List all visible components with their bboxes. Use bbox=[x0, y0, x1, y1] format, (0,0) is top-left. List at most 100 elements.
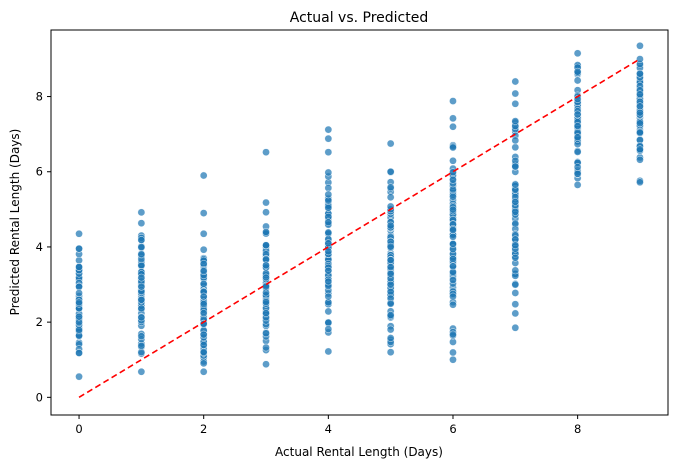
data-point bbox=[324, 307, 333, 316]
data-point bbox=[636, 69, 644, 78]
data-point bbox=[75, 244, 83, 253]
data-point bbox=[324, 228, 333, 237]
data-point bbox=[262, 298, 270, 306]
data-point bbox=[137, 367, 146, 376]
x-tick-label: 8 bbox=[574, 422, 581, 436]
data-point bbox=[449, 156, 457, 165]
data-point bbox=[262, 261, 270, 270]
data-point bbox=[199, 245, 208, 254]
data-point bbox=[511, 89, 520, 98]
data-point bbox=[386, 299, 395, 308]
data-point bbox=[199, 229, 208, 238]
data-point bbox=[137, 208, 146, 217]
data-point bbox=[511, 162, 520, 171]
data-point bbox=[386, 242, 395, 251]
chart-title: Actual vs. Predicted bbox=[290, 10, 429, 26]
data-point bbox=[386, 325, 395, 334]
x-tick-label: 4 bbox=[325, 422, 332, 436]
data-point bbox=[75, 372, 83, 381]
data-point bbox=[449, 330, 457, 339]
data-point bbox=[511, 198, 520, 206]
data-point bbox=[573, 133, 582, 142]
data-point bbox=[75, 349, 83, 357]
data-point bbox=[262, 360, 270, 369]
data-point bbox=[199, 367, 208, 376]
data-point bbox=[511, 117, 520, 125]
data-point bbox=[386, 334, 395, 342]
y-tick-label: 2 bbox=[36, 315, 43, 329]
data-point bbox=[324, 266, 333, 275]
data-point bbox=[511, 143, 520, 152]
data-point bbox=[386, 193, 395, 202]
data-point bbox=[262, 228, 270, 236]
data-point bbox=[324, 148, 333, 157]
data-point bbox=[324, 203, 333, 212]
data-point bbox=[75, 289, 83, 297]
data-point bbox=[137, 243, 146, 251]
data-point bbox=[449, 355, 457, 364]
x-tick-label: 2 bbox=[200, 422, 207, 436]
data-point bbox=[324, 184, 333, 192]
data-point bbox=[386, 139, 395, 148]
data-point bbox=[449, 262, 457, 271]
data-point bbox=[199, 359, 208, 368]
y-axis: 0 2 4 6 8 bbox=[36, 90, 51, 404]
data-point bbox=[75, 326, 83, 334]
data-point bbox=[511, 280, 520, 289]
data-point bbox=[324, 190, 333, 199]
data-point bbox=[449, 276, 457, 284]
data-point bbox=[75, 298, 83, 307]
data-point bbox=[386, 167, 395, 176]
data-point bbox=[511, 99, 520, 108]
points-layer bbox=[75, 41, 644, 381]
data-point bbox=[324, 218, 333, 227]
data-point bbox=[636, 119, 644, 128]
data-point bbox=[636, 41, 644, 50]
data-point bbox=[636, 155, 644, 164]
data-point bbox=[573, 49, 582, 58]
data-point bbox=[386, 280, 395, 289]
data-point bbox=[449, 143, 457, 152]
data-point bbox=[449, 255, 457, 263]
data-point bbox=[199, 171, 208, 180]
data-point bbox=[199, 319, 208, 328]
data-point bbox=[324, 277, 333, 286]
data-point bbox=[449, 292, 457, 301]
data-point bbox=[511, 136, 520, 145]
data-point bbox=[511, 208, 520, 216]
data-point bbox=[449, 97, 457, 105]
data-point bbox=[262, 343, 270, 352]
data-point bbox=[449, 240, 457, 248]
data-point bbox=[449, 175, 457, 184]
x-tick-label: 0 bbox=[75, 422, 82, 436]
data-point bbox=[386, 348, 395, 357]
data-point bbox=[137, 313, 146, 322]
data-point bbox=[137, 282, 146, 291]
data-point bbox=[636, 108, 644, 117]
data-point bbox=[511, 309, 520, 318]
data-point bbox=[449, 114, 457, 123]
data-point bbox=[636, 145, 644, 154]
data-point bbox=[262, 148, 270, 157]
data-point bbox=[199, 348, 208, 356]
data-point bbox=[386, 287, 395, 296]
data-point bbox=[511, 219, 520, 228]
data-point bbox=[199, 309, 208, 317]
data-point bbox=[137, 332, 146, 341]
data-point bbox=[137, 273, 146, 282]
data-point bbox=[636, 90, 644, 99]
data-point bbox=[636, 128, 644, 137]
data-point bbox=[511, 180, 520, 189]
data-point bbox=[636, 55, 644, 63]
data-point bbox=[636, 178, 644, 187]
data-point bbox=[324, 318, 333, 327]
x-axis-label: Actual Rental Length (Days) bbox=[275, 445, 443, 459]
data-point bbox=[386, 256, 395, 265]
data-point bbox=[449, 300, 457, 309]
data-point bbox=[137, 296, 146, 304]
data-point bbox=[511, 289, 520, 297]
data-point bbox=[573, 110, 582, 119]
data-point bbox=[324, 239, 333, 248]
data-point bbox=[199, 330, 208, 339]
